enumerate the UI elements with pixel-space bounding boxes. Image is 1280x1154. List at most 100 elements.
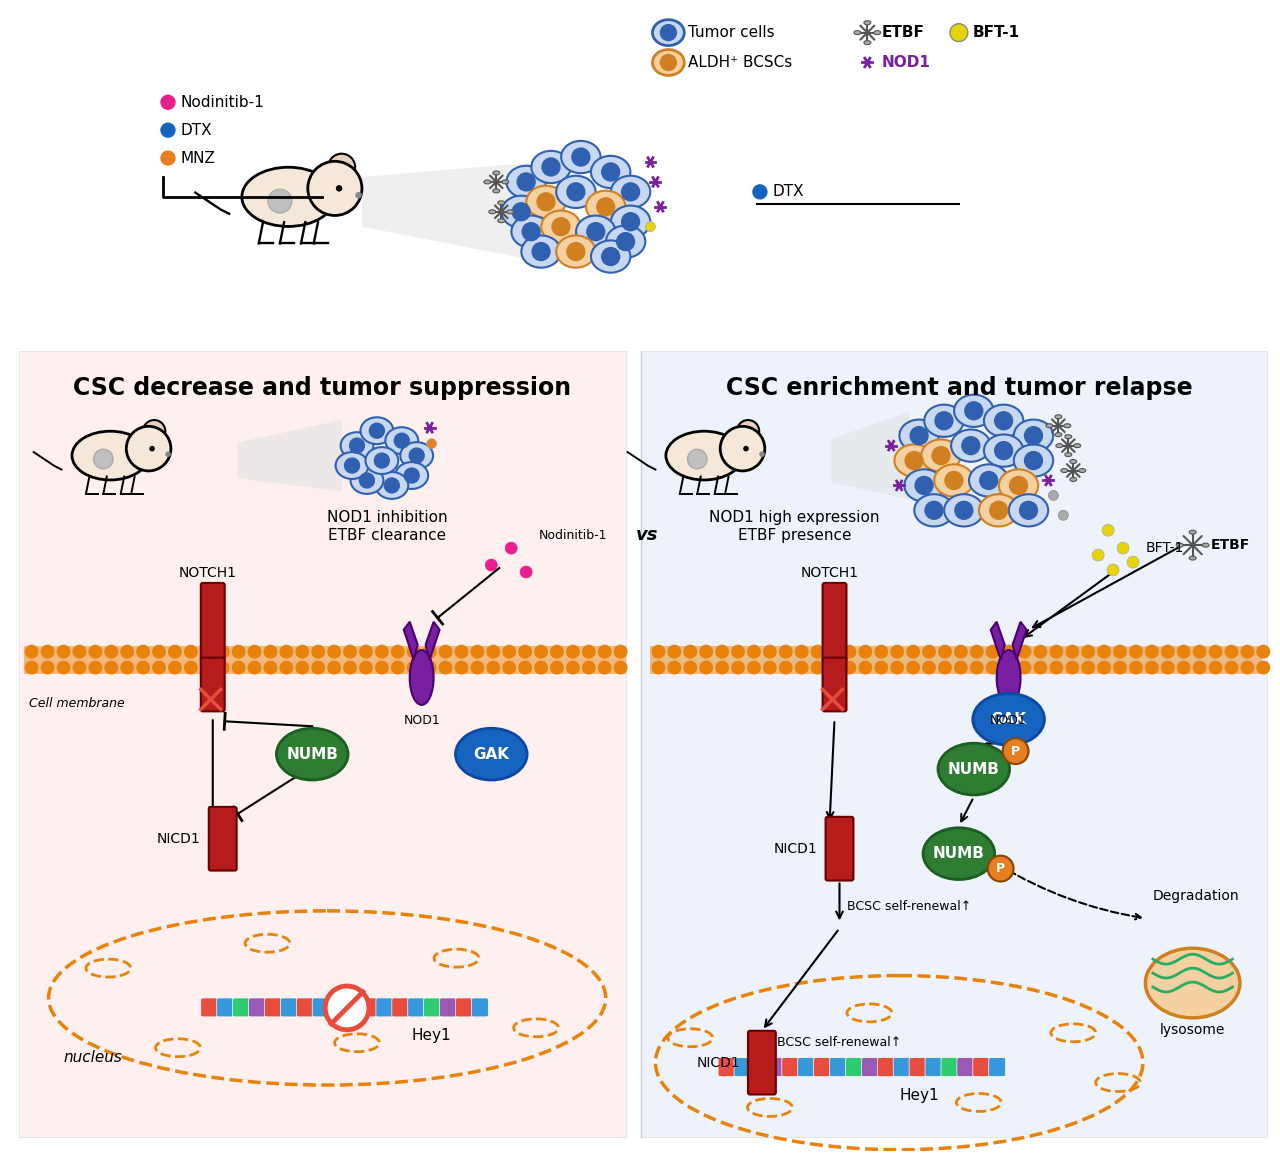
Circle shape [988,855,1014,882]
Circle shape [1208,660,1222,675]
Circle shape [41,660,55,675]
Circle shape [1208,645,1222,659]
Ellipse shape [984,435,1023,466]
Polygon shape [1012,622,1027,660]
Ellipse shape [1189,530,1196,534]
Circle shape [264,660,278,675]
FancyBboxPatch shape [280,998,297,1017]
Text: DTX: DTX [773,185,804,200]
Circle shape [932,447,950,465]
Circle shape [567,182,585,201]
Ellipse shape [653,50,685,75]
Ellipse shape [653,20,685,45]
Circle shape [737,420,759,442]
Ellipse shape [591,240,630,272]
Circle shape [518,645,532,659]
Ellipse shape [498,219,504,223]
Circle shape [582,660,595,675]
Ellipse shape [1014,420,1053,452]
Text: NOTCH1: NOTCH1 [800,565,859,580]
Circle shape [842,645,856,659]
Circle shape [950,24,968,42]
Bar [24,646,626,674]
Circle shape [660,54,676,70]
Circle shape [910,427,928,444]
Text: NUMB: NUMB [287,747,338,762]
Text: CSC decrease and tumor suppression: CSC decrease and tumor suppression [73,376,571,400]
FancyBboxPatch shape [360,998,376,1017]
Bar [650,646,1262,674]
Circle shape [428,425,433,430]
Text: Hey1: Hey1 [900,1087,940,1102]
FancyBboxPatch shape [823,583,846,661]
Text: Cell membrane: Cell membrane [28,697,124,711]
FancyBboxPatch shape [829,1058,846,1077]
Ellipse shape [276,728,348,780]
Circle shape [1050,660,1064,675]
Circle shape [93,449,113,469]
FancyBboxPatch shape [797,1058,814,1077]
Circle shape [506,542,517,554]
Circle shape [1050,645,1064,659]
Text: BCSC self-renewal↑: BCSC self-renewal↑ [777,1036,901,1049]
Circle shape [658,204,663,209]
Circle shape [955,501,973,519]
Text: ETBF: ETBF [1211,538,1249,552]
Text: Nodinitib-1: Nodinitib-1 [180,95,265,110]
Polygon shape [991,622,1005,660]
Circle shape [827,660,841,675]
FancyBboxPatch shape [782,1058,799,1077]
Text: CSC enrichment and tumor relapse: CSC enrichment and tumor relapse [726,376,1192,400]
Text: BFT-1: BFT-1 [1146,541,1184,555]
Circle shape [343,645,357,659]
Circle shape [143,420,165,442]
Circle shape [731,660,745,675]
Circle shape [534,660,548,675]
Text: BFT-1: BFT-1 [973,25,1020,40]
Ellipse shape [934,464,974,496]
Circle shape [200,645,214,659]
FancyBboxPatch shape [750,1058,767,1077]
Circle shape [166,452,170,456]
Circle shape [652,645,666,659]
Circle shape [184,660,198,675]
Ellipse shape [1009,494,1048,526]
Circle shape [349,439,365,454]
Circle shape [1097,660,1111,675]
Ellipse shape [905,470,943,502]
Ellipse shape [493,189,499,193]
Ellipse shape [340,433,374,459]
Circle shape [73,660,87,675]
Ellipse shape [385,427,419,454]
Circle shape [938,660,952,675]
Circle shape [1018,660,1032,675]
Circle shape [922,660,936,675]
Circle shape [550,660,564,675]
Text: ALDH⁺ BCSCs: ALDH⁺ BCSCs [689,55,792,70]
Circle shape [617,233,635,250]
Circle shape [687,449,707,469]
Circle shape [24,645,38,659]
Circle shape [104,645,118,659]
FancyBboxPatch shape [471,998,489,1017]
Circle shape [954,660,968,675]
Text: NOTCH1: NOTCH1 [179,565,237,580]
Circle shape [344,458,360,473]
Text: NOD1: NOD1 [882,55,931,70]
Circle shape [622,212,640,231]
Ellipse shape [1070,478,1076,481]
Circle shape [512,203,530,220]
Circle shape [422,645,436,659]
FancyBboxPatch shape [973,1058,989,1077]
Circle shape [795,660,809,675]
Ellipse shape [507,166,545,198]
Circle shape [763,660,777,675]
Ellipse shape [512,216,550,248]
Circle shape [1129,660,1143,675]
FancyBboxPatch shape [718,1058,735,1077]
Text: Tumor cells: Tumor cells [689,25,774,40]
FancyBboxPatch shape [328,998,346,1017]
Circle shape [763,645,777,659]
Circle shape [24,660,38,675]
Circle shape [613,645,627,659]
